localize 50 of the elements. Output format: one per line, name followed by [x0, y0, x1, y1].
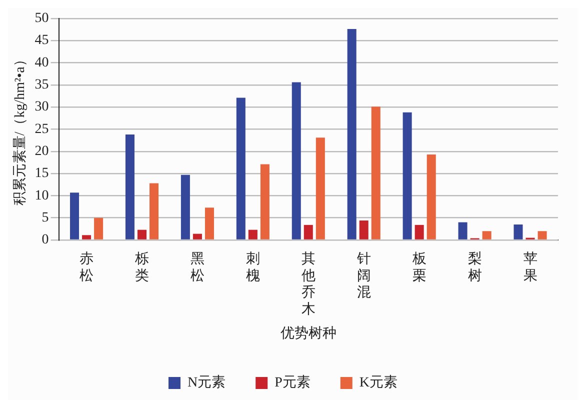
bar [204, 208, 214, 240]
bar [414, 224, 424, 240]
bar [192, 234, 202, 240]
legend-label: N元素 [187, 374, 226, 391]
bar [292, 82, 301, 240]
bar [94, 218, 104, 240]
bar [458, 222, 468, 240]
bar [180, 174, 190, 240]
bar [538, 231, 547, 240]
bar [260, 164, 270, 240]
bar [359, 220, 368, 240]
y-tick-label: 5 [42, 210, 49, 226]
bar [150, 183, 159, 240]
x-tick-label: 黑松 [190, 252, 204, 284]
y-tick-label: 35 [34, 78, 49, 93]
bar [248, 230, 258, 240]
bar [402, 112, 412, 240]
x-tick-label: 板栗 [411, 251, 426, 284]
legend-label: K元素 [359, 374, 398, 391]
bar [236, 98, 246, 240]
bar [426, 154, 436, 240]
y-tick-label: 15 [34, 166, 49, 182]
bar [347, 29, 356, 240]
bar [482, 231, 492, 240]
y-tick-label: 40 [34, 55, 49, 70]
x-axis-title: 优势树种 [280, 325, 336, 342]
x-tick-label: 赤松 [80, 251, 94, 284]
y-tick-label: 0 [42, 232, 49, 248]
y-tick-label: 50 [34, 11, 49, 26]
y-tick-label: 25 [34, 122, 49, 137]
y-tick-label: 45 [34, 33, 49, 48]
bar [70, 192, 80, 240]
y-tick-label: 20 [34, 144, 49, 160]
bar [316, 138, 325, 240]
bar [82, 235, 92, 240]
y-tick-label: 10 [34, 188, 49, 204]
x-tick-label: 梨树 [468, 251, 482, 284]
x-tick-label: 刺槐 [246, 251, 260, 284]
x-tick-label: 针阔混 [356, 251, 371, 301]
x-tick-label: 其他乔木 [301, 251, 316, 318]
bar [514, 224, 523, 240]
x-tick-label: 栎类 [134, 251, 149, 284]
legend-label: P元素 [274, 374, 310, 391]
y-tick-label: 30 [34, 100, 49, 115]
bar [125, 134, 134, 240]
bar [137, 230, 147, 240]
bar [371, 106, 380, 240]
y-axis-title: 积累元素量/（kg/hm²•a） [12, 52, 28, 206]
x-tick-label: 苹果 [523, 251, 538, 284]
bar [304, 224, 313, 240]
